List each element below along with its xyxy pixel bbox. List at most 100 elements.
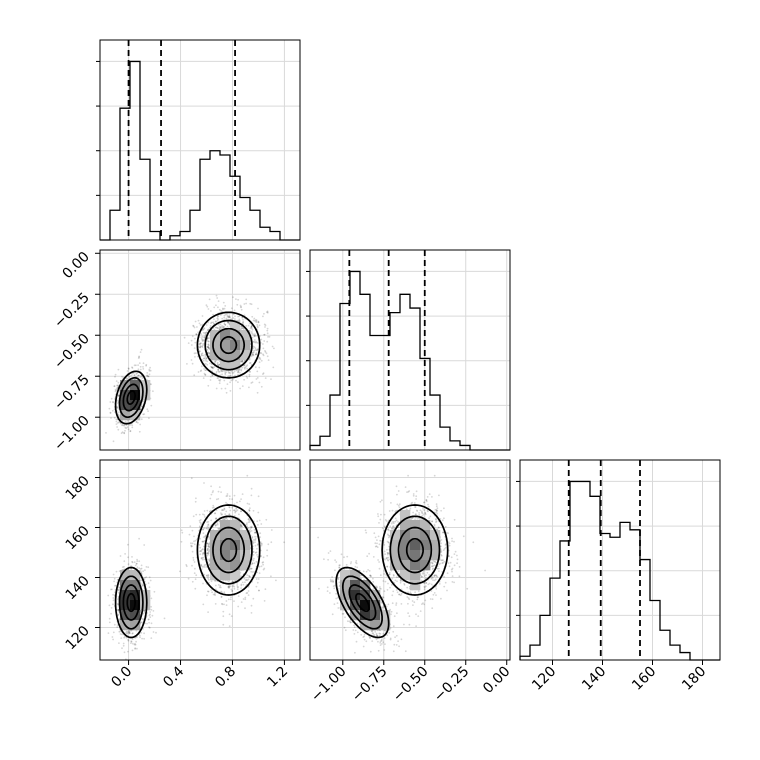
sample-point — [197, 371, 200, 373]
sample-point — [122, 642, 125, 645]
sample-point — [256, 324, 259, 326]
sample-point — [251, 381, 254, 384]
sample-point — [236, 303, 239, 306]
sample-point — [128, 424, 131, 426]
sample-point — [227, 321, 229, 324]
sample-point — [236, 588, 239, 591]
sample-point — [135, 364, 137, 367]
sample-point — [201, 556, 204, 559]
sample-point — [150, 605, 152, 608]
sample-point — [140, 567, 143, 570]
sample-point — [253, 539, 255, 541]
sample-point — [233, 309, 236, 312]
sample-point — [246, 474, 249, 477]
sample-point — [206, 543, 208, 545]
sample-point — [263, 312, 265, 315]
sample-point — [266, 327, 269, 330]
sample-point — [146, 372, 149, 374]
sample-point — [145, 364, 147, 367]
sample-point — [239, 526, 242, 528]
sample-point — [136, 566, 139, 569]
sample-point — [251, 353, 254, 356]
sample-point — [118, 393, 121, 396]
sample-point — [121, 633, 123, 636]
sample-point — [118, 586, 121, 589]
sample-point — [207, 545, 210, 548]
sample-point — [135, 420, 138, 423]
density-cell — [240, 330, 251, 341]
sample-point — [191, 362, 194, 365]
sample-point — [251, 351, 254, 354]
sample-point — [266, 310, 269, 313]
sample-point — [266, 554, 269, 557]
sample-point — [257, 511, 260, 514]
sample-point — [116, 407, 119, 409]
sample-point — [265, 518, 268, 521]
sample-point — [199, 537, 201, 540]
sample-point — [234, 518, 237, 521]
sample-point — [137, 364, 139, 366]
sample-point — [218, 327, 221, 330]
sample-point — [135, 562, 138, 565]
sample-point — [200, 550, 203, 553]
sample-point — [222, 308, 224, 311]
sample-point — [258, 357, 261, 360]
sample-point — [127, 639, 130, 642]
sample-point — [116, 422, 119, 424]
sample-point — [249, 327, 252, 330]
sample-point — [230, 318, 233, 321]
sample-point — [244, 581, 246, 584]
sample-point — [201, 354, 203, 357]
sample-point — [252, 345, 255, 348]
sample-point — [201, 315, 204, 317]
sample-point — [240, 360, 242, 363]
sample-point — [202, 532, 205, 535]
sample-point — [129, 430, 132, 433]
sample-point — [137, 368, 140, 371]
sample-point — [127, 543, 129, 546]
sample-point — [213, 366, 216, 368]
sample-point — [231, 580, 234, 583]
sample-point — [180, 529, 183, 532]
sample-point — [252, 353, 255, 356]
sample-point — [199, 342, 201, 345]
sample-point — [217, 318, 220, 320]
sample-point — [228, 375, 231, 378]
sample-point — [199, 553, 202, 556]
sample-point — [140, 570, 142, 573]
sample-point — [117, 381, 120, 384]
sample-point — [246, 522, 248, 525]
sample-point — [116, 624, 119, 626]
sample-point — [266, 355, 269, 358]
sample-point — [217, 364, 219, 366]
sample-point — [140, 572, 143, 574]
sample-point — [110, 612, 112, 615]
sample-point — [246, 367, 249, 370]
sample-point — [147, 375, 150, 378]
sample-point — [208, 559, 211, 561]
sample-point — [183, 336, 186, 339]
sample-point — [211, 366, 214, 369]
sample-point — [240, 498, 243, 500]
sample-point — [201, 323, 204, 326]
sample-point — [213, 512, 216, 515]
sample-point — [243, 577, 246, 580]
sample-point — [201, 548, 203, 551]
sample-point — [207, 384, 210, 387]
sample-point — [224, 324, 227, 326]
sample-point — [200, 342, 202, 345]
sample-point — [250, 494, 253, 497]
sample-point — [251, 537, 254, 539]
sample-point — [108, 604, 111, 607]
sample-point — [200, 557, 203, 559]
sample-point — [263, 567, 266, 570]
sample-point — [190, 344, 193, 346]
sample-point — [214, 580, 217, 582]
sample-point — [203, 357, 205, 360]
sample-point — [116, 426, 118, 428]
sample-point — [147, 566, 150, 569]
sample-point — [218, 520, 221, 522]
sample-point — [260, 352, 263, 355]
sample-point — [207, 544, 210, 547]
sample-point — [203, 336, 205, 339]
